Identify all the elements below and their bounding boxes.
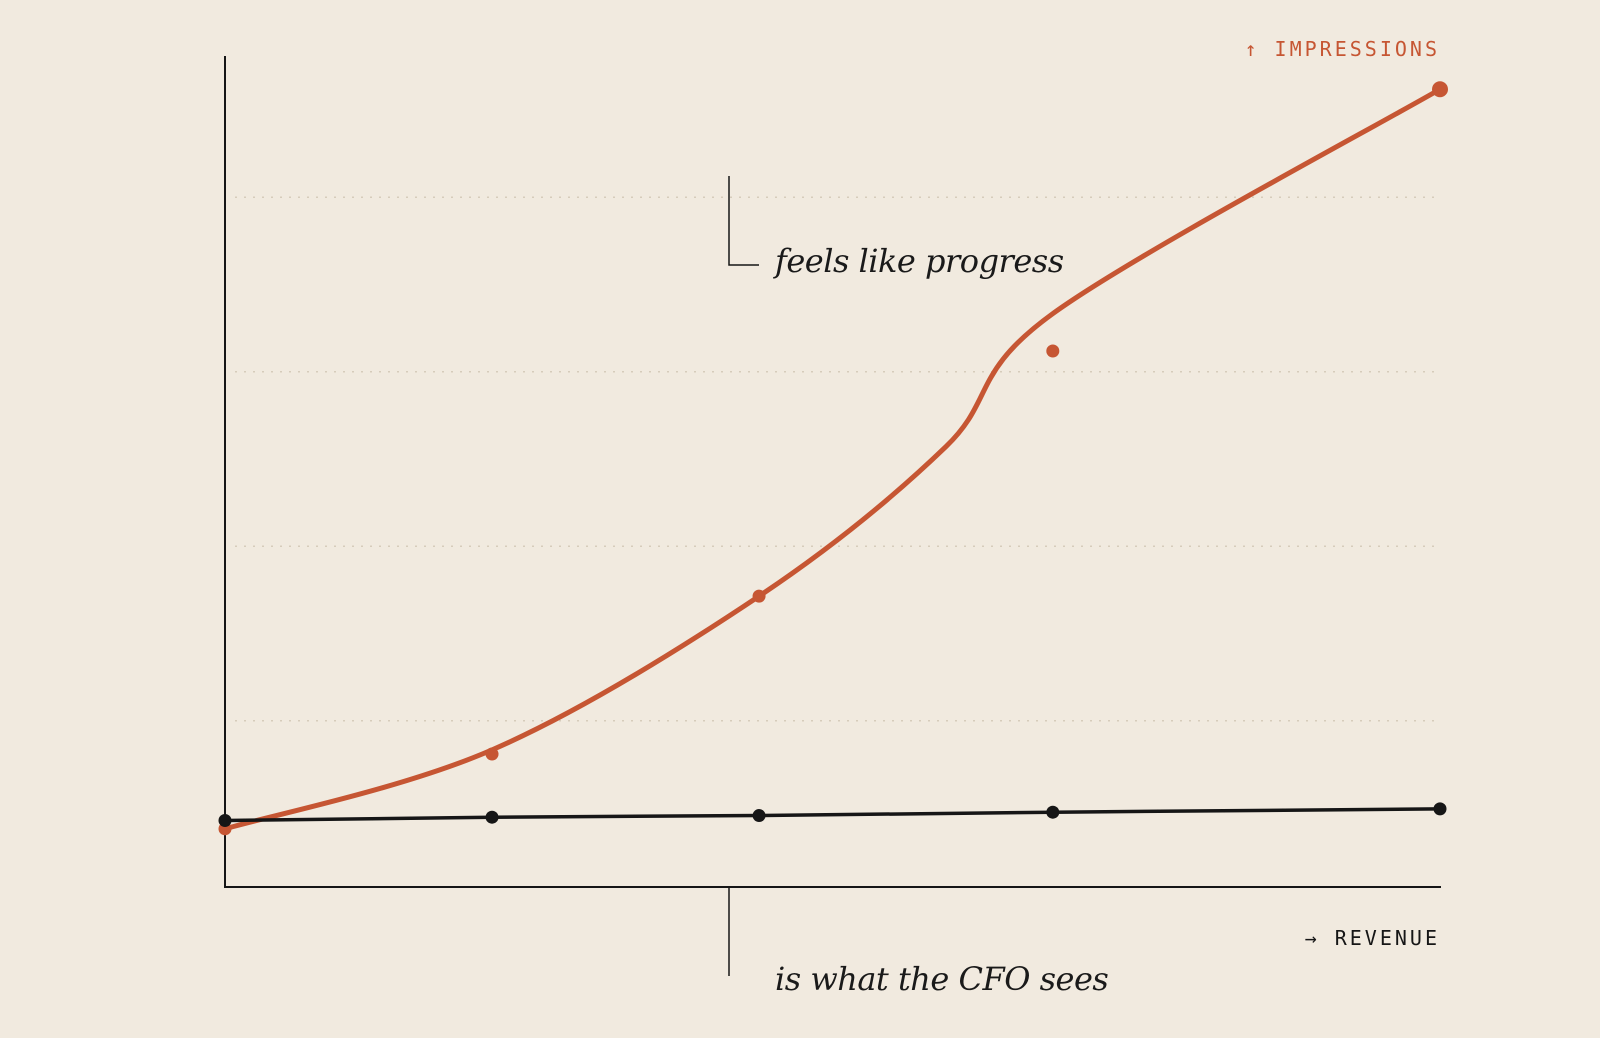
series-revenue <box>218 802 1447 828</box>
y-axis-label: ↑ IMPRESSIONS <box>1244 37 1440 61</box>
data-point-impressions-4 <box>1432 81 1448 98</box>
data-point-revenue-0 <box>218 814 232 828</box>
data-point-revenue-3 <box>1046 805 1060 819</box>
data-point-impressions-2 <box>752 589 766 603</box>
annotation-revenue: is what the CFO sees <box>775 960 1108 998</box>
series-layer <box>218 81 1448 836</box>
series-impressions <box>218 81 1448 836</box>
annotation-leader-impressions <box>728 176 759 266</box>
series-line-impressions <box>222 86 1443 832</box>
data-point-revenue-4 <box>1433 802 1447 816</box>
data-point-revenue-1 <box>485 810 499 824</box>
series-line-revenue <box>223 807 1442 823</box>
data-point-impressions-3 <box>1046 344 1060 358</box>
x-axis-label: → REVENUE <box>1305 926 1440 950</box>
annotation-impressions: feels like progress <box>773 242 1064 280</box>
data-point-revenue-2 <box>752 809 766 823</box>
data-point-impressions-1 <box>485 747 499 761</box>
